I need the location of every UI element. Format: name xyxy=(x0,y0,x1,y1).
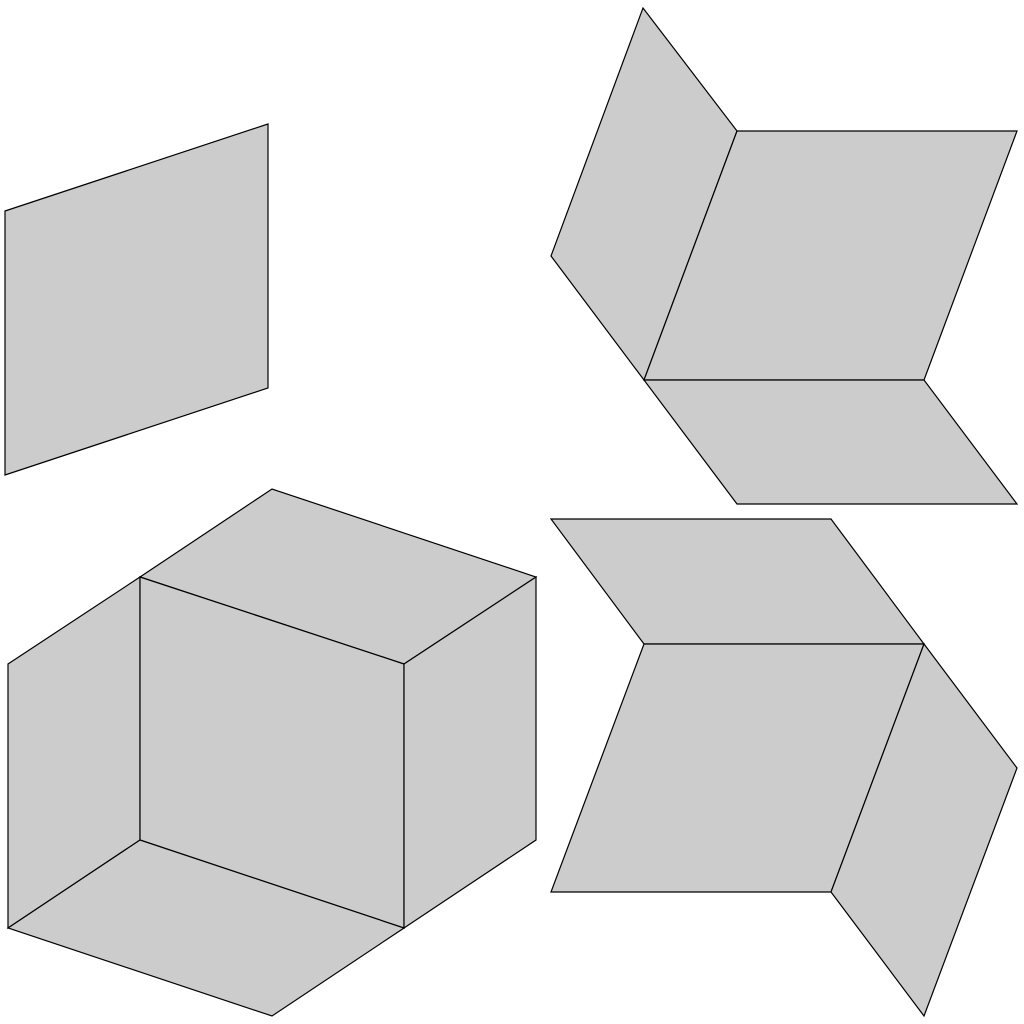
cube-face-right xyxy=(403,575,537,930)
rhombus-face xyxy=(4,123,269,476)
three-rhombi-fold-bottom-right xyxy=(549,518,1018,1018)
cube-hexagon xyxy=(6,488,538,1017)
rhombus-face-right xyxy=(830,642,1018,1018)
cube-face-bottom xyxy=(6,839,406,1017)
single-rhombus-face xyxy=(4,123,269,476)
rhombus-face-bottom xyxy=(642,379,1019,505)
three-rhombi-fold-top-right xyxy=(550,6,1019,505)
rhombus-face-top xyxy=(549,518,926,645)
